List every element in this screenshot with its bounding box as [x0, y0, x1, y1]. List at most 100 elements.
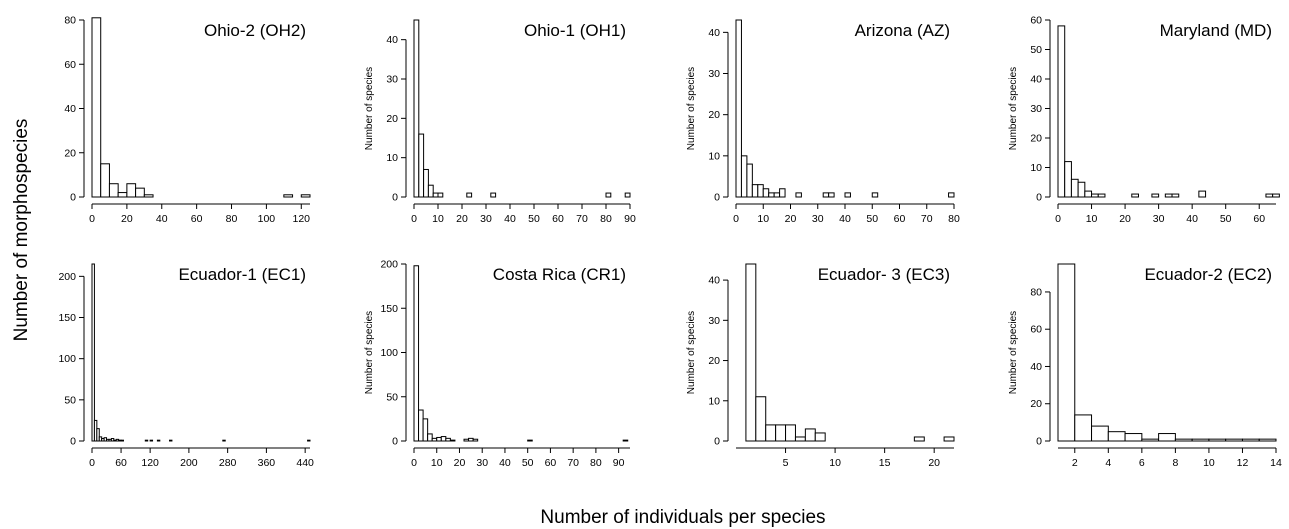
histogram-bar [156, 439, 161, 442]
histogram-panel: 0 10 20 30 40 5 10 15 20 Ecuador- 3 (EC3) Number o… [686, 263, 955, 469]
y-tick-label: 20 [1030, 133, 1042, 145]
y-tick-label: 0 [714, 436, 720, 448]
histogram-bar [1107, 431, 1126, 442]
x-tick-label: 90 [613, 457, 625, 469]
histogram-bar [1074, 414, 1093, 442]
y-tick-label: 40 [1030, 361, 1042, 373]
histogram-panel: 0 20 40 60 80 0 20 40 60 80 100 120 Ohio-2 (OH2) [64, 15, 311, 225]
histogram-bar [755, 396, 767, 442]
x-tick-label: 80 [590, 457, 602, 469]
y-tick-label: 30 [708, 68, 720, 80]
x-tick-label: 440 [296, 457, 314, 469]
histogram-bar [143, 194, 154, 198]
x-tick-label: 10 [432, 213, 444, 225]
x-tick-label: 60 [545, 457, 557, 469]
histogram-bar [413, 265, 420, 442]
y-tick-label: 10 [708, 150, 720, 162]
histogram-bar [745, 263, 757, 442]
y-tick-label: 0 [392, 192, 398, 204]
y-tick-label: 50 [1030, 44, 1042, 56]
histogram-bar [96, 428, 100, 442]
histogram-bar [169, 439, 173, 442]
x-tick-label: 30 [480, 213, 492, 225]
x-tick-label: 0 [89, 213, 95, 225]
histogram-bar [436, 436, 442, 442]
histogram-bar [605, 192, 612, 198]
y-tick-label: 30 [386, 74, 398, 86]
histogram-bar [437, 192, 444, 198]
y-tick-label: 50 [386, 391, 398, 403]
histogram-bar [427, 433, 433, 442]
x-tick-label: 15 [879, 457, 891, 469]
histogram-bar [440, 436, 447, 442]
x-tick-label: 20 [785, 213, 797, 225]
histogram-bar [431, 437, 438, 442]
x-tick-label: 0 [89, 457, 95, 469]
x-tick-label: 40 [1186, 213, 1198, 225]
panel-title: Maryland (MD) [1160, 21, 1272, 40]
histogram-bar [1091, 193, 1099, 198]
x-tick-label: 120 [141, 457, 159, 469]
histogram-bar [1272, 193, 1280, 198]
x-tick-label: 10 [757, 213, 769, 225]
y-tick-label: 10 [386, 152, 398, 164]
y-tick-label: 0 [70, 192, 76, 204]
x-tick-label: 4 [1105, 457, 1111, 469]
x-tick-label: 20 [928, 457, 940, 469]
x-tick-label: 10 [829, 457, 841, 469]
histogram-bar [1057, 25, 1066, 198]
histogram-bar [300, 194, 311, 198]
x-tick-label: 40 [839, 213, 851, 225]
y-tick-label: 150 [58, 312, 76, 324]
histogram-bar [307, 439, 311, 442]
panel-title: Ohio-1 (OH1) [524, 21, 626, 40]
x-tick-label: 0 [733, 213, 739, 225]
histogram-bar [1070, 178, 1079, 198]
histogram-bar [120, 439, 124, 442]
x-tick-label: 40 [156, 213, 168, 225]
histogram-bar [775, 424, 787, 442]
x-tick-label: 8 [1172, 457, 1178, 469]
histogram-bar [445, 437, 451, 442]
y-tick-label: 200 [58, 271, 76, 283]
y-axis-label: Number of species [686, 67, 697, 150]
histogram-bar [117, 192, 128, 198]
histogram-bar [762, 188, 770, 198]
y-tick-label: 20 [1030, 398, 1042, 410]
histogram-bar [468, 437, 474, 442]
x-tick-label: 2 [1072, 457, 1078, 469]
x-tick-label: 10 [431, 457, 443, 469]
x-tick-label: 20 [454, 457, 466, 469]
histogram-bar [1171, 193, 1180, 198]
x-tick-label: 60 [115, 457, 127, 469]
x-tick-label: 6 [1139, 457, 1145, 469]
histogram-bar [1198, 190, 1207, 198]
panel-title: Costa Rica (CR1) [493, 265, 626, 284]
y-tick-label: 30 [708, 315, 720, 327]
y-tick-label: 0 [392, 436, 398, 448]
histogram-bar [822, 192, 830, 198]
panel-title: Ecuador-1 (EC1) [178, 265, 306, 284]
histogram-bar [149, 439, 154, 442]
histogram-bar [100, 163, 110, 198]
histogram-bar [527, 439, 533, 442]
x-tick-label: 40 [499, 457, 511, 469]
histogram-bar [814, 432, 826, 442]
histogram-bar [1091, 425, 1109, 442]
y-tick-label: 20 [708, 109, 720, 121]
histogram-bar [463, 438, 470, 442]
y-tick-label: 20 [708, 355, 720, 367]
y-tick-label: 150 [380, 303, 398, 315]
histogram-bar [622, 439, 629, 442]
histogram-bar [871, 192, 879, 198]
histogram-bar [283, 194, 294, 198]
x-tick-label: 70 [921, 213, 933, 225]
x-tick-label: 60 [1253, 213, 1265, 225]
histogram-bar [413, 19, 420, 198]
x-tick-label: 80 [948, 213, 960, 225]
histogram-bar [222, 439, 226, 442]
y-tick-label: 60 [1030, 324, 1042, 336]
x-tick-label: 30 [1153, 213, 1165, 225]
histogram-bar [472, 438, 479, 442]
